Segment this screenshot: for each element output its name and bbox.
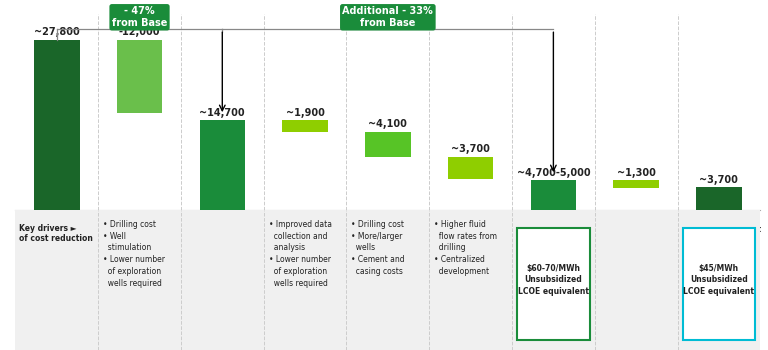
Text: ~1,300: ~1,300 — [617, 168, 656, 178]
Text: ~4,100: ~4,100 — [369, 119, 407, 129]
Text: ~27,800: ~27,800 — [34, 27, 80, 37]
Bar — [200, 120, 245, 210]
Text: - 47%
from Base: - 47% from Base — [112, 7, 167, 28]
Text: $45/MWh
Unsubsidized
LCOE equivalent: $45/MWh Unsubsidized LCOE equivalent — [684, 264, 754, 296]
Text: • Drilling cost
• More/larger
  wells
• Cement and
  casing costs: • Drilling cost • More/larger wells • Ce… — [352, 220, 405, 276]
Text: ~14,700: ~14,700 — [200, 107, 245, 118]
Text: -12,000: -12,000 — [119, 27, 161, 37]
FancyBboxPatch shape — [683, 228, 756, 340]
Text: • Drilling cost
• Well
  stimulation
• Lower number
  of exploration
  wells req: • Drilling cost • Well stimulation • Low… — [103, 220, 165, 288]
Text: • Improved data
  collection and
  analysis
• Lower number
  of exploration
  we: • Improved data collection and analysis … — [269, 220, 332, 288]
Text: ~4,700-5,000: ~4,700-5,000 — [517, 168, 590, 178]
Text: $60-70/MWh
Unsubsidized
LCOE equivalent: $60-70/MWh Unsubsidized LCOE equivalent — [518, 264, 589, 296]
Bar — [283, 120, 328, 132]
Bar — [117, 40, 162, 113]
Text: ~3,700: ~3,700 — [700, 175, 738, 185]
FancyBboxPatch shape — [15, 210, 760, 350]
Bar — [34, 40, 80, 210]
Bar — [448, 157, 493, 179]
Text: • Higher fluid
  flow rates from
  drilling
• Centralized
  development: • Higher fluid flow rates from drilling … — [434, 220, 497, 276]
Text: ~3,700: ~3,700 — [451, 144, 490, 154]
FancyBboxPatch shape — [517, 228, 590, 340]
Text: Additional - 33%
from Base: Additional - 33% from Base — [343, 7, 433, 28]
Bar — [696, 187, 742, 210]
Bar — [614, 180, 659, 188]
Text: ~1,900: ~1,900 — [286, 107, 325, 118]
Text: Key drivers ►
of cost reduction: Key drivers ► of cost reduction — [19, 224, 94, 243]
Bar — [531, 180, 576, 210]
Bar — [365, 132, 411, 157]
